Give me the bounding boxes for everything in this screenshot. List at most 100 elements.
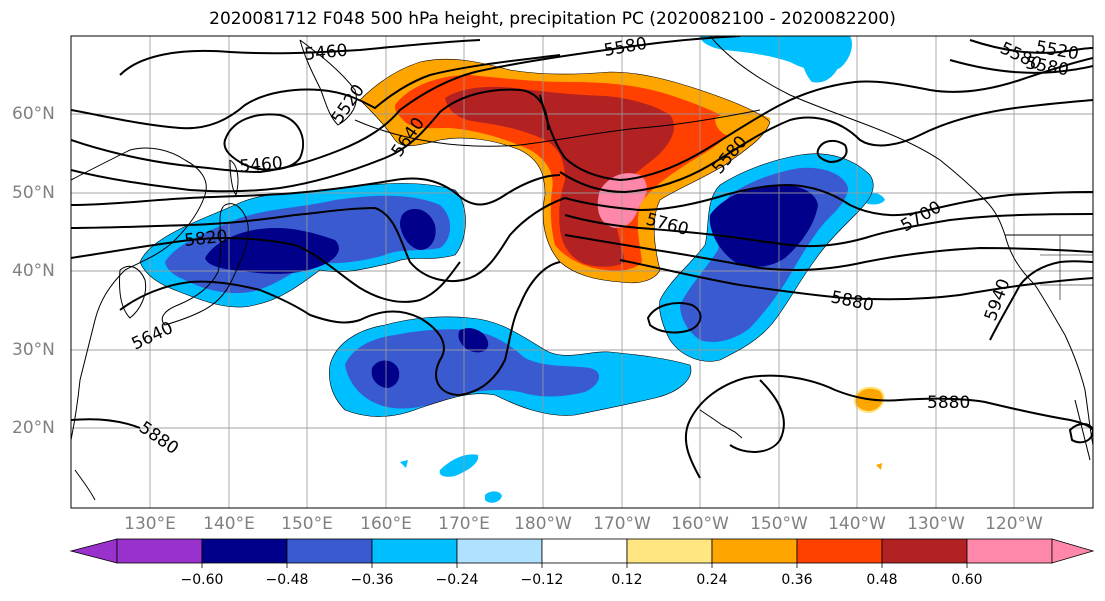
shade-blue-central [345,329,600,409]
contour-5520 [71,54,561,130]
contour-5880-eastpac [729,379,785,453]
contour-label: 5460 [303,41,348,65]
plot-frame [70,35,1094,509]
contour-5460-low [223,113,305,171]
coast-asia-mainland [71,147,207,441]
colorbar-tick-label: 0.60 [951,572,983,588]
lon-label: 150°W [750,514,808,534]
shade-orange-small [876,463,882,470]
border-states [1040,235,1093,300]
coast-baja [1074,399,1091,461]
colorbar [69,538,1095,568]
contour-ne-5520 [969,39,1093,54]
map-area: 5460 5580 5520 5580 5460 5640 5580 5820 … [71,36,1093,508]
shade-light-blue-east [860,192,885,205]
contour-5940 [989,260,1093,341]
colorbar-tick-label: −0.60 [180,572,224,588]
contour-5880-south [71,374,1093,479]
lon-label: 170°W [593,514,651,534]
lat-label: 50°N [12,183,55,203]
colorbar-bin [626,538,713,564]
shade-navy-nwpac [205,228,339,274]
colorbar-tick-label: 0.12 [611,572,643,588]
colorbar-bin [201,538,288,564]
colorbar-extend-left [69,538,118,564]
colorbar-bin [286,538,373,564]
colorbar-bin [456,538,543,564]
coast-alaska [709,36,1036,286]
contour-5820-west [71,236,461,303]
contour-5580-west [71,36,741,174]
contour-5880-main [619,259,1093,301]
colorbar-tick-label: −0.12 [520,572,564,588]
lon-label: 130°W [907,514,965,534]
colorbar-bin [711,538,798,564]
contour-5700-main [564,183,1093,217]
shade-navy-nepac [709,184,818,267]
contour-5700-west [71,174,561,206]
shade-dark-red-main [445,86,675,267]
lat-label: 40°N [12,261,55,281]
colorbar-bin [796,538,883,564]
coast-sakhalin [229,159,239,197]
contour-5760-west [71,197,566,282]
lon-label: 180°W [514,514,572,534]
colorbar-bin [371,538,458,564]
contour-label: 5460 [239,153,284,177]
colorbar-tick-label: −0.48 [265,572,309,588]
contour-5880-loop [646,302,702,334]
shade-light-blue-top2 [800,43,840,83]
colorbar-bin [541,538,628,564]
height-contours [71,36,1093,479]
lon-label: 160°W [671,514,729,534]
shade-yellow-rim [853,386,885,414]
lat-label: 60°N [12,104,55,124]
contour-label: 5880 [927,393,970,413]
colorbar-tick-label: 0.48 [866,572,898,588]
shade-navy-nwpac-2 [400,208,436,250]
coast-japan [161,203,249,326]
contour-5640-main [559,99,1093,194]
coast-na-west [1034,284,1093,446]
coast-aleutians [354,109,761,147]
contour-label: 5820 [183,227,228,251]
lon-label: 140°W [828,514,886,534]
lon-label: 130°E [124,514,176,534]
lat-label: 20°N [12,418,55,438]
contour-ne-5580 [949,59,1093,74]
coast-hawaii [699,409,743,439]
shading-outlines [139,58,874,417]
figure-title: 2020081712 F048 500 hPa height, precipit… [209,9,896,29]
shade-light-blue-south1 [439,454,479,477]
contour-5640-west [71,88,549,193]
coastlines [71,36,1093,501]
colorbar-bin [881,538,968,564]
shade-light-blue-south2 [485,491,502,503]
lon-label: 150°E [281,514,333,534]
coast-philippines [74,469,96,501]
colorbar-tick-label: −0.24 [435,572,479,588]
colorbar-tick-label: 0.24 [696,572,728,588]
coast-kamchatka [299,39,357,126]
colorbar-bin [966,538,1053,564]
lon-label: 160°E [360,514,412,534]
lon-label: 170°E [438,514,490,534]
colorbar-bin [116,538,203,564]
contour-5880-west [119,261,561,397]
contour-5760-main [564,213,1093,248]
contour-5580-main [539,57,1093,182]
graticule [71,36,1093,508]
contour-ne-low [816,139,848,164]
shade-navy-central-2 [458,328,489,353]
lat-label: 30°N [12,340,55,360]
shade-navy-central [371,360,400,388]
positive-anomaly-shading [360,59,885,470]
contour-5460-north [119,39,481,76]
contour-5820-main [564,234,1093,271]
colorbar-tick-label: −0.36 [350,572,394,588]
shade-light-blue-south3 [400,460,408,468]
colorbar-tick-label: 0.36 [781,572,813,588]
coast-korea [119,265,147,319]
lon-label: 140°E [203,514,255,534]
